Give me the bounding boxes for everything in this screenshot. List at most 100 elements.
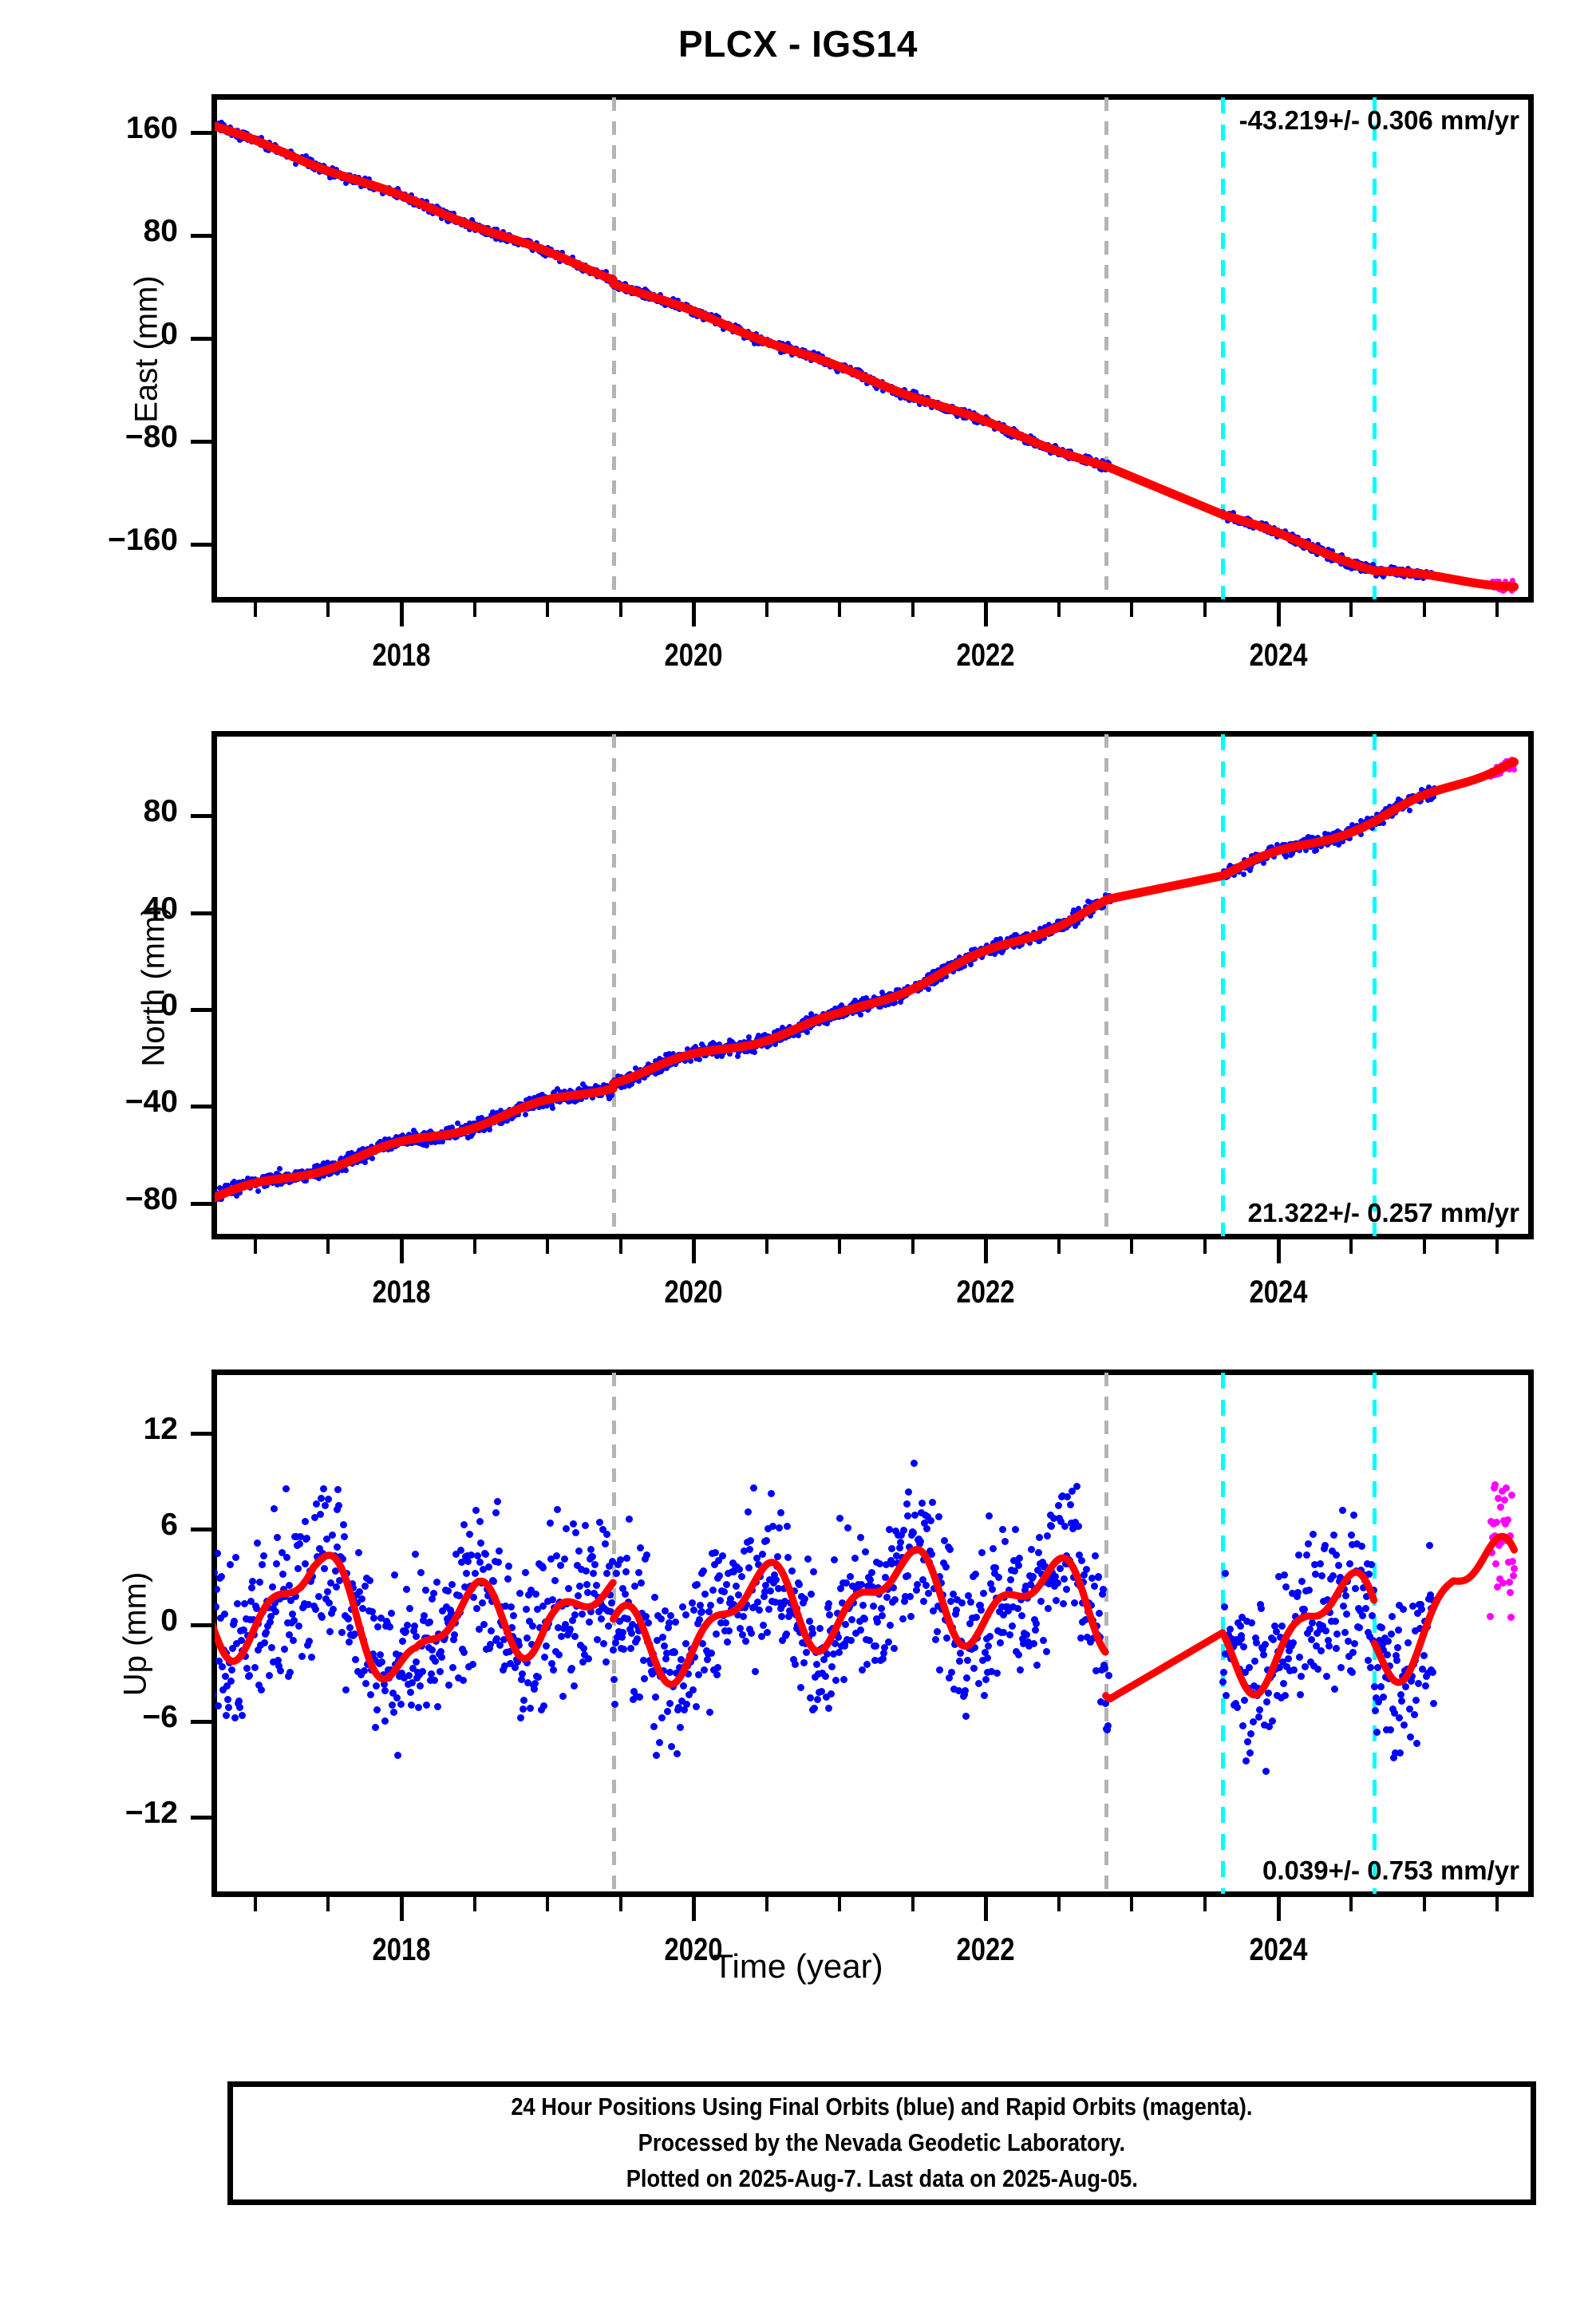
x-tick-minor: [472, 1239, 476, 1254]
final-orbit-point: [326, 175, 333, 181]
y-tick-mark: [191, 1105, 211, 1109]
x-tick-minor: [1203, 1239, 1207, 1254]
x-tick-minor: [1130, 603, 1134, 617]
x-tick-minor: [1422, 1239, 1426, 1254]
y-tick-mark: [191, 1201, 211, 1206]
x-tick-minor: [1495, 1239, 1499, 1254]
x-tick-minor: [911, 603, 915, 617]
panel-east: 160 80 0 −80 −160 East (mm) 2018 2020 2022 2024 -4…: [108, 94, 1534, 673]
x-tick-label: 2024: [1249, 638, 1308, 673]
x-tick-major: [400, 1239, 405, 1263]
x-tick-minor: [764, 1239, 768, 1254]
final-orbit-point: [752, 340, 758, 346]
x-tick-minor: [546, 1239, 550, 1254]
y-tick-label: −160: [108, 523, 178, 558]
x-tick-label: 2022: [956, 638, 1015, 673]
x-tick-major: [984, 1239, 989, 1263]
final-orbit-point: [874, 385, 880, 392]
plot-frame-east: [211, 94, 1534, 603]
final-orbit-point: [543, 253, 549, 259]
x-tick-major: [692, 603, 697, 626]
final-orbit-point: [556, 259, 563, 265]
rate-annotation-north: 21.322+/- 0.257 mm/yr: [1247, 1198, 1519, 1227]
y-tick-label: −80: [124, 420, 178, 455]
y-axis-title-east: East (mm): [128, 275, 164, 423]
final-orbit-point: [433, 203, 440, 209]
x-tick-label: 2020: [664, 1275, 723, 1310]
final-orbit-point: [451, 210, 457, 216]
x-tick-minor: [838, 1239, 842, 1254]
y-tick-label: −40: [124, 1085, 178, 1120]
equipment-change-line-1: [611, 97, 616, 599]
x-tick-minor: [326, 1239, 330, 1254]
x-tick-minor: [253, 603, 257, 617]
model-fit-line-east: [215, 121, 1519, 591]
y-tick-mark: [191, 814, 211, 819]
final-orbit-point: [292, 160, 298, 167]
x-tick-minor: [1349, 603, 1353, 617]
final-orbit-point: [863, 380, 870, 386]
y-tick-mark: [191, 543, 211, 547]
final-orbit-point: [379, 191, 385, 197]
x-tick-minor: [253, 1239, 257, 1254]
final-orbit-point: [218, 120, 224, 126]
x-tick-minor: [1495, 603, 1499, 617]
page-title: PLCX - IGS14: [678, 23, 918, 65]
plot-area-north: [215, 734, 1531, 1236]
x-tick-minor: [546, 603, 550, 617]
x-tick-label: 2020: [664, 638, 723, 673]
final-orbit-point: [424, 199, 430, 205]
x-tick-major: [400, 603, 405, 626]
final-orbit-point: [365, 176, 372, 182]
x-tick-minor: [1057, 1239, 1061, 1254]
final-orbit-point: [309, 156, 315, 163]
plot-area-up: [215, 1373, 1531, 1894]
final-orbit-point: [778, 349, 784, 355]
x-tick-label: 2022: [956, 1275, 1015, 1310]
y-tick-mark: [191, 131, 211, 136]
x-tick-major: [692, 1239, 697, 1263]
y-tick-mark: [191, 440, 211, 445]
y-tick-label: −80: [124, 1181, 178, 1216]
x-tick-minor: [618, 603, 622, 617]
equipment-change-line-2: [1104, 97, 1108, 599]
x-tick-minor: [618, 1239, 622, 1254]
x-tick-minor: [1203, 603, 1207, 617]
plot-area-east: [215, 97, 1531, 599]
final-orbit-point: [603, 269, 610, 275]
final-orbit-point: [784, 341, 791, 347]
y-tick-mark: [191, 337, 211, 342]
y-tick-mark: [191, 234, 211, 239]
x-tick-label: 2018: [372, 638, 431, 673]
final-orbit-point: [343, 180, 350, 186]
y-tick-label: 80: [143, 214, 178, 249]
y-axis-title-north: North (mm): [136, 904, 172, 1067]
x-tick-label: 2018: [372, 1275, 431, 1310]
x-tick-minor: [1130, 1239, 1134, 1254]
x-tick-minor: [1057, 603, 1061, 617]
y-tick-label: 160: [125, 111, 178, 146]
x-tick-minor: [326, 603, 330, 617]
final-orbit-point: [834, 369, 840, 375]
final-orbit-point: [259, 135, 265, 141]
x-tick-major: [1276, 1239, 1281, 1263]
event-marker-line-1: [1221, 97, 1225, 599]
event-marker-line-2: [1373, 97, 1377, 599]
x-tick-label: 2024: [1249, 1275, 1308, 1310]
x-tick-minor: [1422, 603, 1426, 617]
model-fit-line-north: [215, 757, 1519, 1203]
panel-north: 80 40 0 −40 −80 North (mm) 2018 2020 2022 2024 21.…: [125, 731, 1534, 1310]
x-tick-major: [1276, 603, 1281, 626]
x-tick-minor: [911, 1239, 915, 1254]
x-tick-minor: [764, 603, 768, 617]
y-tick-mark: [191, 1007, 211, 1012]
panel-up: 12 6 0 −6 −12 Up (mm) 2018 2020 2022 2024 0.039+/-…: [117, 1369, 1534, 1967]
x-tick-minor: [1349, 1239, 1353, 1254]
y-tick-label: 80: [143, 794, 178, 829]
x-tick-minor: [838, 603, 842, 617]
y-tick-mark: [191, 911, 211, 915]
x-tick-major: [984, 603, 989, 626]
x-tick-minor: [472, 603, 476, 617]
final-orbit-point: [720, 326, 726, 333]
